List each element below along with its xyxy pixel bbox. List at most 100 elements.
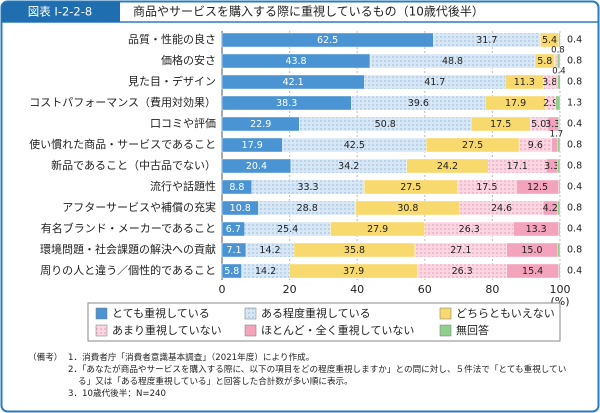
value-label: 22.9 — [250, 119, 271, 130]
value-label: 0.4 — [567, 35, 582, 46]
x-tick-label: 80 — [485, 283, 499, 296]
category-label: 環境問題・社会課題の解決への貢献 — [40, 242, 216, 256]
value-label: 14.2 — [255, 266, 276, 277]
x-tick-label: 60 — [418, 283, 432, 296]
note: 1．消費者庁「消費者意識基本調査」（2021年度）により作成。 — [68, 353, 315, 363]
bar-segment — [551, 137, 558, 153]
bar-segment — [557, 200, 561, 216]
figure-label: 図表 I-2-2-8 — [28, 5, 92, 19]
value-label: 0.4 — [567, 224, 582, 235]
legend-label: とても重視している — [112, 306, 210, 320]
value-label: 27.5 — [400, 182, 421, 193]
value-label: 0.8 — [567, 77, 582, 88]
bar-segment — [557, 53, 561, 69]
value-label: 20.4 — [246, 161, 267, 172]
legend-label: あまり重視していない — [112, 323, 222, 337]
value-label: 10.8 — [230, 203, 251, 214]
value-label: 48.8 — [442, 56, 463, 67]
value-label: 28.8 — [297, 203, 318, 214]
value-label: 0.8 — [567, 56, 582, 67]
bar-texture — [459, 201, 544, 215]
bar-texture — [488, 159, 547, 173]
bar-texture — [245, 243, 294, 257]
value-label: 26.3 — [452, 266, 473, 277]
note: 2．「あなたが商品やサービスを購入する際に、以下の項目をどの程度重視しますか」と… — [68, 365, 567, 387]
legend-swatch — [95, 307, 108, 320]
chart-title: 商品やサービスを購入する際に重視しているもの（10歳代後半） — [133, 4, 484, 19]
bar-segment — [558, 32, 561, 48]
value-label: 3.3 — [545, 119, 560, 130]
bar-texture — [433, 33, 541, 47]
x-tick-label: 20 — [283, 283, 297, 296]
value-label: 17.5 — [490, 119, 511, 130]
value-label: 17.9 — [505, 98, 526, 109]
value-label: 14.2 — [259, 245, 280, 256]
value-label: 3.8 — [542, 77, 557, 88]
bar-segment — [557, 242, 561, 258]
value-label: 0.8 — [567, 203, 582, 214]
category-label: 品質・性能の良さ — [128, 32, 216, 46]
legend-swatch — [244, 324, 257, 337]
value-label: 0.8 — [567, 245, 582, 256]
category-label: 使い慣れた商品・サービスであること — [29, 137, 216, 151]
category-label: 周りの人と違う／個性的であること — [40, 263, 216, 277]
value-label: 50.8 — [375, 119, 396, 130]
value-label: 15.4 — [522, 266, 543, 277]
category-label: 流行や話題性 — [150, 179, 216, 193]
value-label: 27.9 — [367, 224, 388, 235]
value-label: 2.9 — [543, 98, 558, 109]
bar-segment — [558, 179, 561, 195]
bar-texture — [457, 180, 517, 194]
value-label: 42.1 — [283, 77, 304, 88]
value-label: 9.6 — [528, 140, 543, 151]
value-label: 5.0 — [531, 119, 546, 130]
bar-texture — [364, 75, 506, 89]
value-label: 42.5 — [344, 140, 365, 151]
bar-segment — [557, 74, 561, 90]
value-label: 5.4 — [542, 35, 557, 46]
bar-segment — [557, 137, 561, 153]
value-label: 0.4 — [552, 67, 566, 77]
value-label: 0.4 — [567, 266, 582, 277]
value-label: 27.5 — [462, 140, 483, 151]
bar-texture — [244, 222, 331, 236]
value-label: 15.0 — [521, 245, 542, 256]
bar-segment — [558, 221, 561, 237]
value-label: 31.7 — [476, 35, 497, 46]
value-label: 3.3 — [544, 161, 559, 172]
bar-texture — [414, 243, 507, 257]
value-label: 1.3 — [567, 98, 582, 109]
bar-texture — [545, 96, 556, 110]
legend-label: 無回答 — [456, 323, 489, 337]
category-label: 価格の安さ — [161, 53, 216, 67]
value-label: 0.8 — [567, 161, 582, 172]
bar-texture — [282, 138, 427, 152]
bar-texture — [241, 264, 290, 278]
value-label: 24.2 — [437, 161, 458, 172]
value-label: 17.9 — [242, 140, 263, 151]
value-label: 24.6 — [491, 203, 512, 214]
category-label: 有名ブランド・メーカーであること — [41, 221, 216, 235]
bar-segment — [555, 95, 561, 111]
category-label: 見た目・デザイン — [128, 74, 216, 88]
bar-texture — [299, 117, 472, 131]
value-label: 62.5 — [317, 35, 338, 46]
value-label: 11.3 — [514, 77, 535, 88]
value-label: 0.8 — [567, 140, 582, 151]
bar-texture — [543, 75, 557, 89]
value-label: 4.2 — [543, 203, 558, 214]
legend-swatch — [439, 307, 452, 320]
value-label: 0.4 — [567, 119, 582, 130]
value-label: 17.5 — [476, 182, 497, 193]
value-label: 30.8 — [397, 203, 418, 214]
bar-texture — [530, 117, 548, 131]
bar-segment — [556, 74, 558, 90]
legend-texture — [245, 308, 256, 319]
bar-texture — [417, 264, 507, 278]
value-label: 38.3 — [276, 98, 297, 109]
x-tick-label: 100 — [550, 283, 571, 296]
value-label: 43.8 — [285, 56, 306, 67]
bar-segment — [557, 158, 561, 174]
